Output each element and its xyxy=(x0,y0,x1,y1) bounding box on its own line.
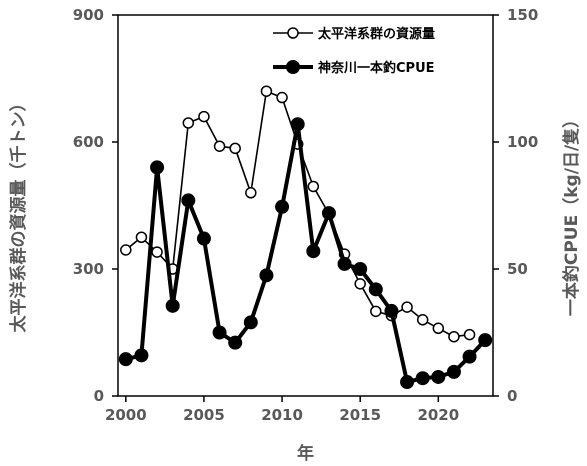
series-1-point xyxy=(416,314,429,326)
series-2-point xyxy=(462,349,477,364)
series-2-point xyxy=(212,325,227,340)
right-y-axis-title: 一本釣CPUE（kg/日/隻） xyxy=(561,111,582,316)
series-1-point xyxy=(432,322,445,335)
legend-label-1: 太平洋系群の資源量 xyxy=(317,26,435,42)
left-y-tick-label: 0 xyxy=(94,387,104,405)
series-2-point xyxy=(118,352,133,367)
series-1-point xyxy=(120,244,132,256)
series-1-point xyxy=(213,140,226,152)
series-2-point xyxy=(259,268,274,283)
series-2-point xyxy=(165,298,180,313)
series-2-point xyxy=(478,333,493,348)
series-2-point xyxy=(150,160,165,175)
right-y-tick-label: 50 xyxy=(507,260,528,278)
series-2-point xyxy=(400,375,415,390)
x-tick-label: 2010 xyxy=(261,406,303,424)
series-1-point xyxy=(463,328,476,341)
series-2-point xyxy=(243,315,258,330)
series-2-point xyxy=(275,199,290,214)
series-1-point xyxy=(370,305,382,318)
series-1-point xyxy=(276,91,288,104)
series-layer xyxy=(118,85,493,390)
series-1-point xyxy=(448,330,460,343)
legend-marker-2 xyxy=(286,60,300,74)
series-2-point xyxy=(384,303,399,318)
x-tick-label: 2015 xyxy=(339,406,381,424)
left-y-tick-label: 300 xyxy=(73,260,104,278)
series-1-point xyxy=(401,301,413,313)
series-2-point xyxy=(368,282,383,297)
series-1-point xyxy=(135,231,148,243)
left-y-axis-title: 太平洋系群の資源量（千トン） xyxy=(8,95,29,333)
series-2-point xyxy=(306,244,321,259)
series-1-point xyxy=(307,180,320,193)
series-2-point xyxy=(181,193,196,208)
series-2-point xyxy=(415,371,430,386)
legend-marker-1 xyxy=(287,27,299,39)
plot-frame xyxy=(117,14,494,397)
x-tick-label: 2020 xyxy=(417,406,459,424)
series-1-point xyxy=(229,142,241,155)
series-2-point xyxy=(321,206,336,221)
left-y-tick-label: 600 xyxy=(73,133,104,151)
series-2-point xyxy=(134,348,149,363)
x-tick-label: 2000 xyxy=(105,406,147,424)
series-1-point xyxy=(260,85,273,97)
series-1-point xyxy=(245,187,257,199)
series-2-point xyxy=(196,231,211,246)
series-2-point xyxy=(228,335,243,350)
axes: 0 300 600 900 0 50 100 150 2000 2005 2010 2015 2020 年… xyxy=(8,6,582,464)
series-2-point xyxy=(337,256,352,271)
right-y-tick-label: 150 xyxy=(507,6,538,24)
right-y-tick-label: 0 xyxy=(507,387,517,405)
legend-label-2: 神奈川一本釣CPUE xyxy=(318,60,435,76)
left-y-tick-label: 900 xyxy=(73,6,104,24)
x-tick-label: 2005 xyxy=(183,406,225,424)
series-1-point xyxy=(182,117,195,129)
series-2-point xyxy=(446,364,461,379)
series-1-point xyxy=(198,110,210,123)
series-1-point xyxy=(151,246,163,258)
series-1-point xyxy=(354,278,366,290)
series-2-point xyxy=(353,262,368,276)
series-2-point xyxy=(431,369,446,384)
x-axis-title: 年 xyxy=(297,443,314,464)
right-y-tick-label: 100 xyxy=(507,133,538,151)
series-2-point xyxy=(290,117,305,132)
